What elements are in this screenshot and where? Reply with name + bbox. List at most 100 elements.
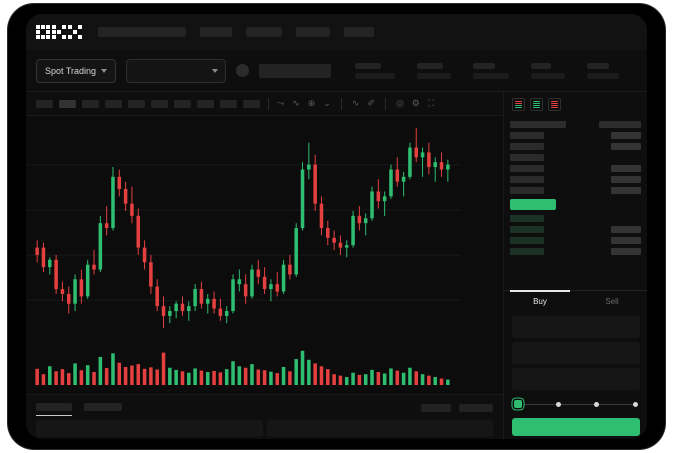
volume-histogram	[35, 350, 450, 385]
slider-steps	[514, 400, 638, 408]
buy-submit-button[interactable]	[512, 418, 640, 436]
orderbook-bid-row[interactable]	[510, 213, 641, 224]
timeframe-button-9[interactable]	[243, 99, 260, 108]
nav-item-5[interactable]	[344, 27, 374, 37]
orderbook-ask-row[interactable]	[510, 130, 641, 141]
market-stats	[355, 62, 620, 79]
order-row-left[interactable]	[36, 420, 263, 437]
bid-amount-bar	[611, 237, 641, 244]
timeframe-button-2[interactable]	[82, 99, 99, 108]
trade-tab-sell[interactable]: Sell	[576, 291, 647, 312]
toolbar-divider	[268, 97, 269, 110]
orderbook-mode-toggles	[504, 92, 647, 117]
stat-24h-volume	[587, 62, 620, 79]
bid-price-bar	[510, 226, 544, 233]
orderbook-last-price-row	[510, 198, 641, 211]
nav-item-2[interactable]	[200, 27, 232, 37]
orderbook-ask-row[interactable]	[510, 152, 641, 163]
orders-panel-actions	[421, 404, 493, 412]
coin-avatar	[236, 64, 250, 77]
settings-gear-icon[interactable]: ⚙	[411, 98, 420, 108]
price-chart-area[interactable]	[26, 116, 503, 394]
timeframe-button-3[interactable]	[105, 99, 122, 108]
ask-amount-bar	[611, 187, 641, 194]
trading-pair-selector[interactable]	[126, 58, 227, 83]
okx-logo[interactable]	[36, 25, 82, 39]
orderbook-ask-row[interactable]	[510, 141, 641, 152]
stat-change	[417, 62, 452, 79]
stat-24h-low	[531, 62, 566, 79]
pair-name-skeleton	[259, 63, 332, 78]
chart-type-icon[interactable]: ⤳	[277, 98, 285, 108]
bottom-action-2[interactable]	[459, 404, 493, 412]
fullscreen-icon[interactable]: ⛶	[427, 98, 435, 108]
ask-price-bar	[510, 165, 544, 172]
percent-amount-slider[interactable]	[514, 399, 638, 409]
ob-mode-both[interactable]	[512, 98, 525, 111]
timeframe-button-5[interactable]	[151, 99, 168, 108]
compare-icon[interactable]: ⊕	[307, 98, 316, 108]
bid-price-bar	[510, 215, 544, 222]
orderbook-ask-row[interactable]	[510, 163, 641, 174]
market-info-bar: Spot Trading	[26, 50, 647, 92]
slider-step-0pct[interactable]	[514, 400, 522, 408]
bid-amount-bar	[611, 226, 641, 233]
drawing-pencil-icon[interactable]: ✐	[367, 98, 375, 108]
trade-tab-buy[interactable]: Buy	[504, 290, 576, 312]
nav-item-3[interactable]	[246, 27, 282, 37]
slider-step-50pct[interactable]	[594, 401, 600, 407]
orderbook-bid-row[interactable]	[510, 224, 641, 235]
ask-price-bar	[510, 143, 544, 150]
okx-logo-o-icon	[36, 25, 50, 39]
bid-price-bar	[510, 248, 544, 255]
tab-open-orders[interactable]	[36, 403, 72, 416]
chart-tool-icons: ⤳ ∿ ⊕ ⌄ ∿ ✐ ◎ ⚙ ⛶	[277, 97, 435, 110]
timeframe-button-8[interactable]	[220, 99, 237, 108]
orderbook[interactable]	[504, 117, 647, 297]
ask-amount-bar	[611, 165, 641, 172]
stat-change-value	[417, 72, 452, 79]
bid-amount-bar	[611, 248, 641, 255]
nav-item-4[interactable]	[296, 27, 330, 37]
bottom-action-1[interactable]	[421, 404, 451, 412]
order-row-right[interactable]	[266, 420, 493, 437]
order-total-input[interactable]	[512, 368, 640, 390]
toolbar-divider	[340, 97, 342, 110]
ask-amount-bar	[611, 176, 641, 183]
timeframe-button-4[interactable]	[128, 99, 145, 108]
timeframe-button-1[interactable]	[59, 99, 76, 108]
bid-price-bar	[510, 237, 544, 244]
order-amount-input[interactable]	[512, 342, 640, 364]
ob-mode-asks[interactable]	[548, 98, 561, 111]
order-price-input[interactable]	[512, 316, 640, 338]
slider-step-75pct[interactable]	[632, 401, 638, 407]
okx-logo-x-icon	[68, 25, 82, 39]
ask-amount-bar	[611, 143, 641, 150]
orders-panel	[26, 394, 503, 439]
stat-24h-low-label	[531, 62, 552, 69]
orderbook-ask-row[interactable]	[510, 174, 641, 185]
orderbook-bid-row[interactable]	[510, 246, 641, 257]
trade-order-form: Buy Sell	[504, 290, 647, 439]
orderbook-trade-panel: Buy Sell	[503, 92, 647, 439]
ob-mode-bids[interactable]	[530, 98, 543, 111]
buy-sell-tabs: Buy Sell	[504, 290, 647, 312]
more-chevron-icon[interactable]: ⌄	[323, 98, 331, 108]
nav-item-1[interactable]	[98, 27, 186, 37]
tab-order-history[interactable]	[84, 403, 122, 416]
candlestick-chart	[26, 128, 461, 329]
timeframe-button-7[interactable]	[197, 99, 214, 108]
slider-step-25pct[interactable]	[555, 401, 561, 407]
indicators-icon[interactable]: ∿	[292, 98, 300, 108]
orderbook-bid-row[interactable]	[510, 235, 641, 246]
orderbook-header	[510, 119, 641, 130]
stat-24h-high-label	[473, 62, 496, 69]
timeframe-button-6[interactable]	[174, 99, 191, 108]
timeframe-button-0[interactable]	[36, 99, 53, 108]
trading-mode-label: Spot Trading	[45, 65, 97, 76]
trading-mode-selector[interactable]: Spot Trading	[36, 58, 117, 83]
camera-icon[interactable]: ◎	[395, 98, 404, 108]
orderbook-ask-row[interactable]	[510, 185, 641, 196]
ask-price-bar	[510, 154, 544, 161]
line-chart-icon[interactable]: ∿	[351, 98, 360, 108]
